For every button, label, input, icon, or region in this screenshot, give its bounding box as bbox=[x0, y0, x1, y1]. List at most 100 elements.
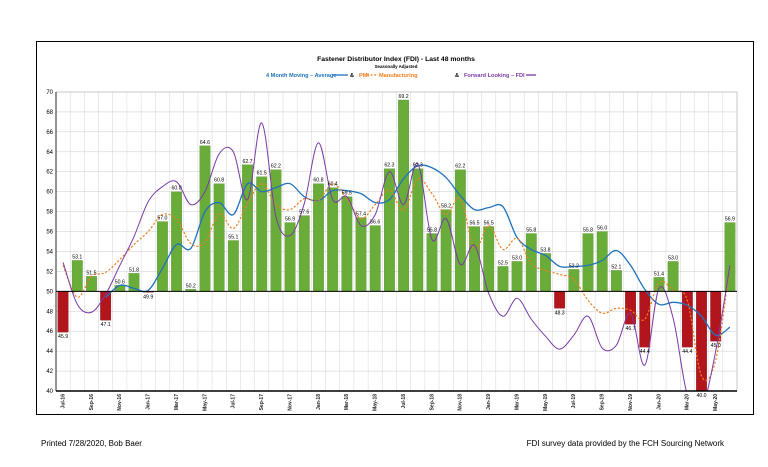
fdi-bar bbox=[540, 253, 551, 292]
x-tick-label: Mar-17 bbox=[174, 394, 180, 410]
fdi-value-label: 50.2 bbox=[186, 283, 196, 289]
fdi-value-label: 50.6 bbox=[115, 279, 125, 285]
y-tick-label: 48 bbox=[46, 309, 53, 315]
fdi-value-label: 52.5 bbox=[498, 260, 508, 266]
fdi-value-label: 62.7 bbox=[242, 159, 252, 165]
fdi-bar bbox=[71, 260, 83, 292]
fdi-value-label: 55.8 bbox=[427, 228, 437, 234]
fdi-value-label: 57.6 bbox=[299, 210, 309, 216]
fdi-value-label: 55.8 bbox=[583, 228, 593, 234]
chart-subtitle: Seasonally Adjusted bbox=[375, 64, 418, 69]
y-tick-label: 60 bbox=[46, 190, 53, 196]
fdi-bar bbox=[355, 217, 367, 292]
fdi-value-label: 62.3 bbox=[413, 163, 423, 169]
fdi-value-label: 60.8 bbox=[214, 178, 224, 184]
fdi-value-label: 45.9 bbox=[58, 334, 68, 340]
pmi-line bbox=[62, 177, 731, 381]
fdi-bar bbox=[667, 261, 679, 292]
x-tick-label: May-17 bbox=[202, 394, 208, 411]
fdi-bar bbox=[554, 291, 566, 309]
fdi-bar bbox=[426, 233, 438, 292]
fdi-value-label: 60.8 bbox=[313, 178, 323, 184]
fdi-bar bbox=[582, 233, 594, 292]
legend-item-separator: & bbox=[350, 73, 354, 79]
fdi-value-label: 48.3 bbox=[555, 310, 565, 316]
fdi-bar bbox=[625, 291, 636, 325]
fdi-value-label: 57.0 bbox=[157, 216, 167, 222]
fdi-value-label: 40.0 bbox=[696, 393, 706, 399]
x-tick-label: Mar-19 bbox=[514, 394, 520, 410]
y-tick-label: 66 bbox=[46, 130, 53, 136]
fdi-bar bbox=[511, 261, 523, 292]
legend-item-label: PMI bbox=[359, 73, 369, 79]
fdi-value-label: 60.4 bbox=[328, 182, 338, 188]
x-tick-label: Jul-16 bbox=[60, 394, 66, 409]
fdi-bar bbox=[681, 291, 693, 348]
x-tick-label: Mar-20 bbox=[685, 394, 691, 410]
y-tick-label: 52 bbox=[46, 269, 53, 275]
source-note: FDI survey data provided by the FCH Sour… bbox=[526, 439, 724, 448]
fdi-value-label: 56.5 bbox=[484, 221, 494, 227]
fdi-value-label: 53.0 bbox=[512, 255, 522, 261]
axes: 40 42 44 46 48 50 52 54 56 58 60 62 64 66 68 70 Jul-16 Se… bbox=[46, 90, 737, 411]
y-tick-label: 58 bbox=[46, 210, 53, 216]
data-labels: 45.9 53.1 51.5 47.1 50.6 51.8 49.9 57.0 60.0 50.2… bbox=[58, 94, 735, 399]
y-tick-label: 50 bbox=[46, 289, 53, 295]
fdi-bar bbox=[384, 168, 395, 292]
y-tick-label: 56 bbox=[46, 230, 53, 236]
x-tick-label: May-18 bbox=[373, 394, 379, 411]
fdi-value-label: 53.0 bbox=[668, 255, 678, 261]
fdi-value-label: 56.6 bbox=[370, 220, 380, 226]
fdi-value-label: 62.2 bbox=[455, 164, 465, 170]
x-tick-label: Sep-19 bbox=[600, 394, 606, 411]
y-tick-label: 70 bbox=[46, 90, 53, 96]
fdi-value-label: 49.9 bbox=[143, 294, 153, 300]
legend-item-label: 4 Month Moving – Average bbox=[266, 73, 336, 79]
x-tick-label: Jan-18 bbox=[316, 394, 322, 410]
fdi-value-label: 57.4 bbox=[356, 212, 366, 218]
x-tick-label: May-19 bbox=[543, 394, 549, 411]
fdi-bar bbox=[57, 291, 69, 333]
y-tick-label: 42 bbox=[46, 369, 53, 375]
fdi-value-label: 62.2 bbox=[271, 164, 281, 170]
fdi-value-label: 52.1 bbox=[611, 264, 621, 270]
legend-item-label: Forward Looking – FDI bbox=[464, 73, 525, 79]
fdi-bar bbox=[369, 225, 381, 292]
x-tick-label: Jul-17 bbox=[231, 394, 237, 409]
fdi-value-label: 55.1 bbox=[228, 235, 238, 241]
fdi-bar bbox=[157, 221, 168, 292]
fdi-bar bbox=[497, 266, 509, 292]
fdi-value-label: 44.4 bbox=[640, 349, 650, 355]
fdi-value-label: 64.6 bbox=[200, 140, 210, 146]
x-tick-label: Jul-19 bbox=[571, 394, 577, 409]
fdi-bar bbox=[568, 269, 580, 292]
chart-frame: Fastener Distributor Index (FDI) - Last … bbox=[36, 41, 754, 415]
y-tick-label: 54 bbox=[46, 249, 53, 255]
fdi-value-label: 59.5 bbox=[342, 191, 352, 197]
y-tick-label: 44 bbox=[46, 349, 53, 355]
fdi-bar bbox=[611, 270, 622, 292]
fdi-value-label: 51.5 bbox=[86, 270, 96, 276]
fdi-value-label: 56.0 bbox=[597, 226, 607, 232]
fdi-bar bbox=[724, 222, 736, 292]
trend-lines bbox=[62, 122, 731, 391]
fdi-bar bbox=[327, 187, 339, 292]
fdi-value-label: 44.4 bbox=[682, 349, 692, 355]
fdi-value-label: 69.2 bbox=[399, 94, 409, 100]
fdi-bar bbox=[469, 226, 480, 292]
x-tick-label: May-20 bbox=[713, 394, 719, 411]
forward-looking-line bbox=[62, 122, 731, 391]
x-tick-label: Jan-17 bbox=[146, 394, 152, 410]
fdi-bar bbox=[313, 183, 324, 292]
x-tick-label: Nov-18 bbox=[458, 394, 464, 411]
fdi-chart: Fastener Distributor Index (FDI) - Last … bbox=[46, 56, 738, 411]
fdi-value-label: 55.8 bbox=[526, 228, 536, 234]
fdi-value-label: 53.8 bbox=[540, 247, 550, 253]
x-tick-label: Jan-19 bbox=[486, 394, 492, 410]
x-tick-label: Nov-19 bbox=[628, 394, 634, 411]
fdi-value-label: 47.1 bbox=[101, 322, 111, 328]
fdi-value-label: 51.8 bbox=[129, 267, 139, 273]
fdi-bar bbox=[114, 285, 126, 292]
fdi-value-label: 61.5 bbox=[257, 171, 267, 177]
